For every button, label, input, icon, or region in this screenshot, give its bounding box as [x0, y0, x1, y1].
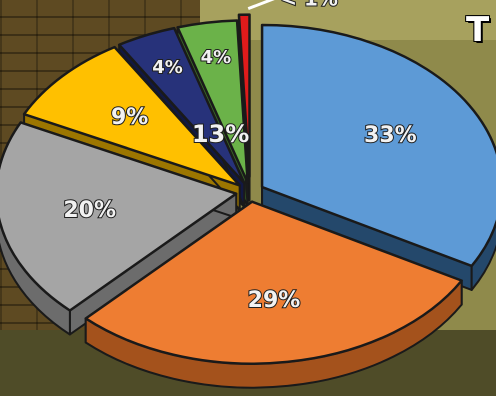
slice-3-top	[22, 45, 241, 187]
pie-tops	[0, 13, 496, 365]
callout-label: < 1%	[280, 0, 338, 11]
slice-label-5: 4%	[201, 47, 232, 68]
slice-1-top	[84, 200, 463, 365]
slice-label-3: 9%	[111, 105, 148, 130]
slice-label-4: 4%	[152, 57, 183, 78]
slice-label-2: 20%	[63, 198, 116, 223]
pie-labels: 33% 29% 20% 9% 4% 4% < 1% 13%	[62, 0, 418, 314]
slice-6-top	[237, 13, 251, 178]
extra-percentage-label: 13%	[192, 120, 249, 148]
slice-label-1: 29%	[248, 288, 301, 313]
chart-title-fragment: T	[466, 10, 490, 50]
slice-5-top	[176, 19, 249, 184]
slice-label-0: 33%	[364, 123, 417, 148]
callout-leader-line	[247, 0, 275, 11]
slice-4-top	[117, 26, 246, 185]
slice-2-top	[0, 121, 238, 312]
